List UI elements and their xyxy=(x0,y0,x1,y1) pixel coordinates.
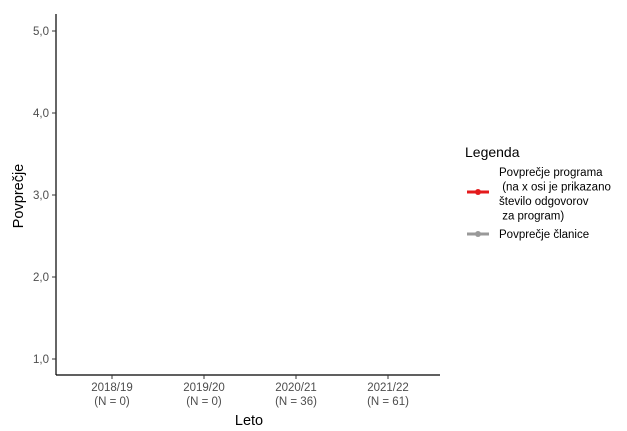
x-axis-title: Leto xyxy=(235,413,263,426)
x-tick-label: 2021/22 xyxy=(367,382,409,394)
x-tick-sublabel: (N = 0) xyxy=(94,396,130,408)
legend-label: število odgovorov xyxy=(499,196,589,208)
x-axis: 2018/19 (N = 0) 2019/20 (N = 0) 2020/21 (N = … xyxy=(56,374,440,408)
legend-label: za program) xyxy=(499,211,564,223)
y-axis: 1,0 2,0 3,0 4,0 5,0 xyxy=(33,14,57,375)
y-tick-label: 2,0 xyxy=(33,272,49,284)
legend-label: Povprečje programa xyxy=(499,167,603,179)
legend-key-point xyxy=(475,189,481,195)
y-tick-label: 5,0 xyxy=(33,26,49,38)
legend-label: Povprečje članice xyxy=(499,229,589,241)
x-tick-sublabel: (N = 61) xyxy=(367,396,409,408)
x-tick-label: 2020/21 xyxy=(275,382,317,394)
legend-label: (na x osi je prikazano xyxy=(499,182,611,194)
x-tick-sublabel: (N = 0) xyxy=(186,396,222,408)
y-tick-label: 4,0 xyxy=(33,108,49,120)
legend-title: Legenda xyxy=(465,144,520,160)
y-tick-label: 1,0 xyxy=(33,354,49,366)
x-tick-label: 2018/19 xyxy=(91,382,133,394)
y-axis-title: Povprečje xyxy=(11,164,27,228)
x-tick-sublabel: (N = 36) xyxy=(275,396,317,408)
x-tick-label: 2019/20 xyxy=(183,382,225,394)
legend: Legenda Povprečje programa (na x osi je … xyxy=(465,144,611,241)
legend-key-point xyxy=(475,231,481,237)
y-tick-label: 3,0 xyxy=(33,190,49,202)
